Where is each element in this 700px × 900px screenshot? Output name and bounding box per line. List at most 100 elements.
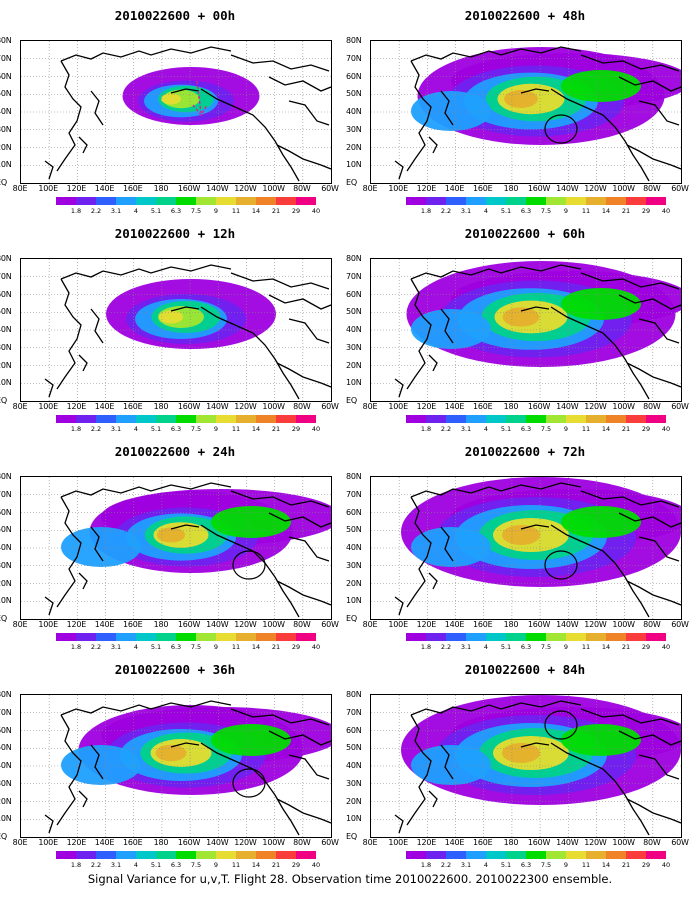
- colorbar-label: 9: [213, 207, 219, 215]
- lat-label: 70N: [346, 271, 362, 281]
- lat-label: 30N: [346, 342, 362, 352]
- lat-label: 70N: [0, 271, 12, 281]
- forecast-panel: 2010022600 + 36h 80N 70N 60N 50N 40N 30N 20N 10N…: [0, 654, 350, 876]
- lon-label: 100W: [612, 184, 635, 193]
- colorbar-swatch: [136, 851, 156, 859]
- colorbar-label: 29: [291, 861, 301, 869]
- colorbar-swatch: [626, 415, 646, 423]
- lon-label: 180: [153, 402, 169, 411]
- colorbar-swatch: [96, 633, 116, 641]
- lon-label: 60W: [321, 402, 339, 411]
- colorbar-label: 4: [133, 643, 139, 651]
- lon-label: 80E: [12, 402, 28, 411]
- lon-label: 80W: [643, 402, 661, 411]
- colorbar-swatch: [646, 633, 666, 641]
- lat-label: 20N: [346, 796, 362, 806]
- lat-label: 20N: [0, 796, 12, 806]
- colorbar-label: 4: [133, 425, 139, 433]
- colorbar-label: 21: [271, 425, 281, 433]
- colorbar-label: 9: [563, 425, 569, 433]
- variance-map: [370, 258, 682, 402]
- lon-label: 140W: [206, 184, 229, 193]
- lon-label: 80W: [293, 402, 311, 411]
- forecast-panel: 2010022600 + 24h 80N 70N 60N 50N 40N 30N 20N 10N…: [0, 436, 350, 658]
- variance-map: [20, 476, 332, 620]
- colorbar-swatch: [646, 415, 666, 423]
- lon-label: 120W: [584, 184, 607, 193]
- lat-label: 50N: [346, 743, 362, 753]
- lat-label: 40N: [346, 543, 362, 552]
- variance-contour: [61, 527, 141, 567]
- lat-label: 80N: [0, 472, 12, 481]
- variance-contour: [411, 309, 491, 349]
- lat-label: 70N: [0, 53, 12, 63]
- coastline: [394, 596, 404, 616]
- lat-label: 60N: [0, 507, 12, 517]
- colorbar-swatch: [526, 415, 546, 423]
- lat-label: 50N: [346, 307, 362, 317]
- coastline: [580, 708, 680, 726]
- colorbar-label: 5.1: [500, 643, 512, 651]
- colorbar-swatch: [176, 633, 196, 641]
- colorbar-swatch: [646, 197, 666, 205]
- variance-contour: [502, 743, 540, 763]
- lat-label: 30N: [0, 778, 12, 788]
- coastline: [520, 524, 550, 530]
- colorbar-label: 5.1: [500, 861, 512, 869]
- colorbar-label: 7.5: [540, 425, 552, 433]
- lat-label: 60N: [0, 71, 12, 81]
- lon-label: 100E: [388, 402, 408, 411]
- colorbar-label: 1.8: [70, 643, 82, 651]
- coastline: [90, 744, 104, 780]
- colorbar-swatch: [506, 197, 526, 205]
- colorbar-swatch: [626, 633, 646, 641]
- lon-label: 140W: [206, 402, 229, 411]
- colorbar-swatch: [56, 415, 76, 423]
- lon-label: 80E: [12, 838, 28, 847]
- colorbar-label: 11: [581, 643, 591, 651]
- coastline: [276, 798, 331, 824]
- lon-label: 60W: [671, 184, 689, 193]
- colorbar-label: 21: [621, 425, 631, 433]
- colorbar-swatch: [296, 415, 316, 423]
- coastline: [268, 512, 331, 528]
- lat-label: 30N: [346, 560, 362, 570]
- colorbar-swatch: [76, 633, 96, 641]
- colorbar-label: 21: [271, 207, 281, 215]
- colorbar-label: 9: [213, 643, 219, 651]
- colorbar-label: 40: [311, 861, 321, 869]
- lon-label: 160E: [472, 620, 493, 629]
- variance-contour: [502, 307, 540, 327]
- lon-label: 160E: [122, 402, 143, 411]
- colorbar-label: 3.1: [110, 207, 122, 215]
- colorbar-swatch: [466, 197, 486, 205]
- coastline: [288, 536, 330, 562]
- coastline: [618, 294, 681, 310]
- colorbar-label: 6.3: [170, 643, 182, 651]
- lat-label: 80N: [346, 36, 362, 45]
- colorbar-swatch: [626, 851, 646, 859]
- colorbar-label: 5.1: [150, 861, 162, 869]
- lat-label: EQ: [346, 614, 357, 623]
- lon-label: 160W: [177, 402, 201, 411]
- coastline: [580, 272, 680, 290]
- colorbar-label: 11: [231, 207, 241, 215]
- variance-contour: [502, 525, 540, 545]
- lon-label: 160W: [177, 838, 201, 847]
- coastline: [78, 136, 88, 154]
- coastline: [230, 490, 330, 508]
- lon-label: 80E: [362, 838, 378, 847]
- colorbar-label: 3.1: [110, 861, 122, 869]
- lat-label: 40N: [0, 325, 12, 334]
- variance-contour: [561, 288, 641, 320]
- lon-label: 140E: [94, 402, 115, 411]
- colorbar-swatch: [256, 633, 276, 641]
- map-svg: [21, 477, 331, 619]
- colorbar-swatch: [276, 851, 296, 859]
- coastline: [90, 308, 104, 344]
- colorbar-swatch: [486, 851, 506, 859]
- colorbar-swatch: [56, 633, 76, 641]
- lon-label: 100E: [38, 402, 58, 411]
- lon-label: 140E: [444, 620, 465, 629]
- coastline: [406, 60, 432, 172]
